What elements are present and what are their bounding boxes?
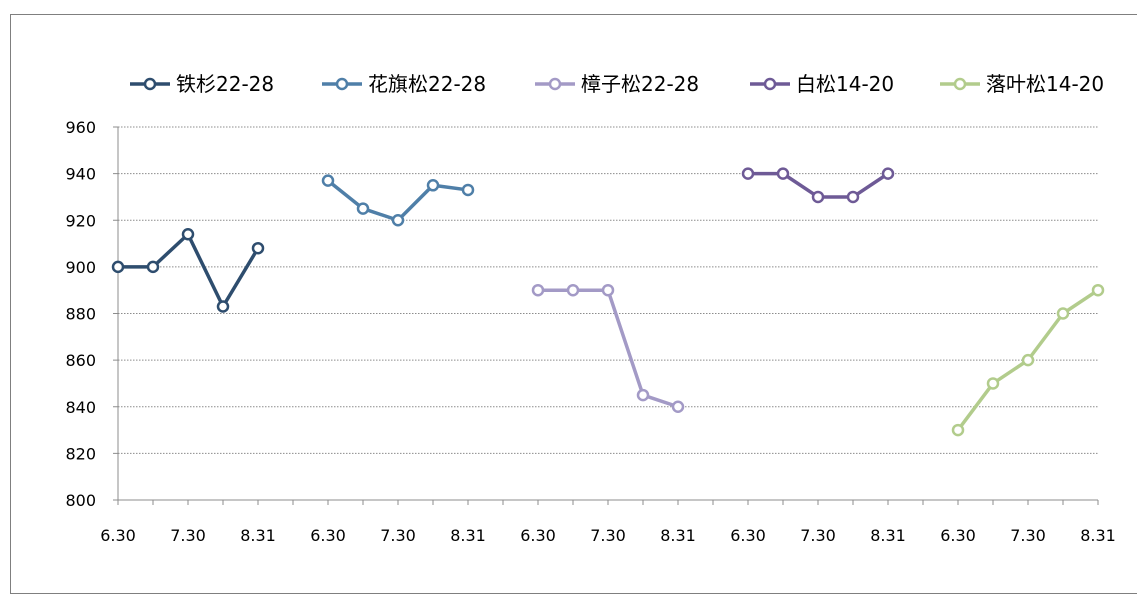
series-2 xyxy=(321,174,475,227)
data-point xyxy=(601,283,615,297)
legend-item: 白松14-20 xyxy=(750,72,894,96)
x-tick-label: 8.31 xyxy=(1080,526,1116,545)
data-point xyxy=(741,167,755,180)
x-tick-label: 7.30 xyxy=(1010,526,1046,545)
data-point xyxy=(1056,307,1070,320)
y-tick-label: 820 xyxy=(65,444,96,463)
series-3 xyxy=(531,283,685,413)
data-point xyxy=(671,400,685,413)
data-point xyxy=(391,214,405,227)
data-point xyxy=(251,241,265,255)
y-tick-label: 920 xyxy=(65,211,96,230)
legend-label: 白松14-20 xyxy=(796,72,894,96)
y-tick-label: 960 xyxy=(65,118,96,137)
legend-swatch-marker xyxy=(335,77,349,91)
legend-swatch-marker xyxy=(763,77,777,91)
x-tick-label: 8.31 xyxy=(450,526,486,545)
legend: 铁杉22-28 花旗松22-28 樟子松22-28 白松14-20 落叶松14-20 xyxy=(130,72,1104,96)
y-axis-tick-labels: 800 820 840 860 880 900 920 940 960 xyxy=(65,118,96,510)
y-tick-label: 840 xyxy=(65,398,96,417)
x-tick-label: 6.30 xyxy=(310,526,346,545)
x-tick-label: 7.30 xyxy=(590,526,626,545)
gridlines xyxy=(118,126,1098,454)
data-point xyxy=(146,260,160,274)
data-point xyxy=(1021,353,1035,367)
data-point xyxy=(811,190,825,204)
data-point xyxy=(881,167,895,180)
x-tick-label: 7.30 xyxy=(380,526,416,545)
data-point xyxy=(951,423,965,437)
series-5 xyxy=(951,283,1105,437)
y-tick-label: 900 xyxy=(65,258,96,277)
series-1 xyxy=(111,227,265,313)
data-point xyxy=(426,179,440,192)
legend-label: 樟子松22-28 xyxy=(581,72,699,96)
data-point xyxy=(566,283,580,297)
x-tick-label: 7.30 xyxy=(170,526,206,545)
legend-swatch-marker xyxy=(143,77,157,91)
x-axis-tick-labels: 6.30 7.30 8.31 6.30 7.30 8.31 6.30 7.30 8.31 6.30… xyxy=(100,526,1116,545)
x-tick-label: 6.30 xyxy=(730,526,766,545)
data-point xyxy=(111,260,125,274)
legend-label: 落叶松14-20 xyxy=(986,72,1104,96)
data-point xyxy=(531,283,545,297)
legend-swatch-marker xyxy=(953,77,967,91)
data-point xyxy=(1091,283,1105,297)
data-point xyxy=(986,377,1000,390)
series-line xyxy=(116,232,260,309)
y-tick-label: 800 xyxy=(65,491,96,510)
x-tick-label: 8.31 xyxy=(870,526,906,545)
data-point xyxy=(846,190,860,204)
data-point xyxy=(461,183,475,197)
legend-label: 铁杉22-28 xyxy=(176,72,274,96)
x-tick-label: 7.30 xyxy=(800,526,836,545)
data-point xyxy=(776,167,790,180)
series-4 xyxy=(741,167,895,204)
data-point xyxy=(216,300,230,313)
legend-label: 花旗松22-28 xyxy=(368,72,486,96)
x-tick-label: 6.30 xyxy=(940,526,976,545)
axes xyxy=(113,126,1099,505)
data-point xyxy=(181,227,195,241)
x-tick-label: 8.31 xyxy=(240,526,276,545)
y-tick-label: 860 xyxy=(65,351,96,370)
series-lines xyxy=(111,167,1105,437)
y-tick-label: 940 xyxy=(65,165,96,184)
line-chart: 800 820 840 860 880 900 920 940 960 6.30 7.30 8.31… xyxy=(65,72,1116,545)
legend-item: 花旗松22-28 xyxy=(322,72,486,96)
data-point xyxy=(356,202,370,215)
y-tick-label: 880 xyxy=(65,305,96,324)
legend-item: 铁杉22-28 xyxy=(130,72,274,96)
data-point xyxy=(321,174,335,187)
legend-swatch-marker xyxy=(548,77,562,91)
series-line xyxy=(536,288,680,409)
x-tick-label: 6.30 xyxy=(520,526,556,545)
legend-item: 樟子松22-28 xyxy=(535,72,699,96)
x-tick-label: 6.30 xyxy=(100,526,136,545)
x-tick-label: 8.31 xyxy=(660,526,696,545)
data-point xyxy=(636,388,650,402)
legend-item: 落叶松14-20 xyxy=(940,72,1104,96)
